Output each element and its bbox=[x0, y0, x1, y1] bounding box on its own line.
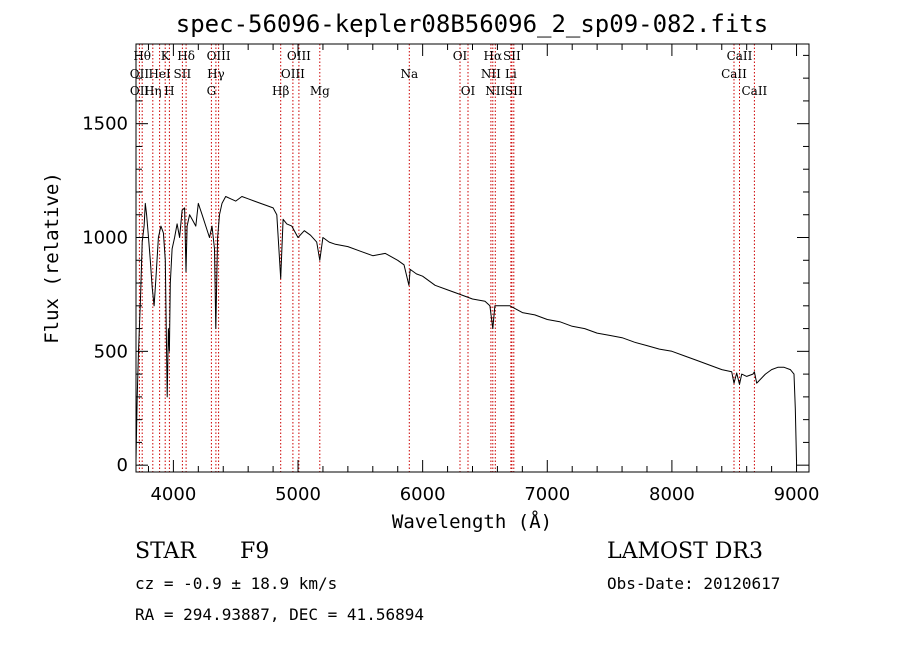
flux-series bbox=[135, 196, 797, 461]
line-label-6: Hα bbox=[484, 49, 503, 63]
y-tick-label-2: 1000 bbox=[82, 228, 128, 249]
x-tick-label-2: 6000 bbox=[400, 484, 446, 505]
line-label-11: SII bbox=[174, 67, 192, 81]
x-tick-label-0: 4000 bbox=[150, 484, 196, 505]
x-tick-label-1: 5000 bbox=[275, 484, 321, 505]
line-label-23: Mg bbox=[310, 84, 330, 98]
line-label-15: NII bbox=[481, 67, 501, 81]
line-label-3: OIII bbox=[207, 49, 231, 63]
line-label-22: Hβ bbox=[272, 84, 289, 98]
line-label-2: Hδ bbox=[177, 49, 195, 63]
y-axis-label: Flux (relative) bbox=[41, 172, 63, 344]
object-class: STAR bbox=[135, 539, 197, 564]
line-label-24: OI bbox=[461, 84, 476, 98]
spectral-subclass: F9 bbox=[240, 539, 269, 564]
series-flux bbox=[135, 196, 797, 461]
line-label-8: CaII bbox=[727, 49, 753, 63]
y-tick-label-3: 1500 bbox=[82, 114, 128, 135]
survey-name: LAMOST DR3 bbox=[607, 539, 763, 564]
coordinates-text: RA = 294.93887, DEC = 41.56894 bbox=[135, 605, 424, 624]
x-tick-label-4: 8000 bbox=[649, 484, 695, 505]
obs-date: Obs-Date: 20120617 bbox=[607, 574, 780, 593]
line-label-12: Hγ bbox=[207, 67, 225, 81]
plot-frame bbox=[135, 43, 810, 473]
line-label-18: OII bbox=[130, 84, 150, 98]
x-tick-label-5: 9000 bbox=[774, 484, 820, 505]
line-label-5: OI bbox=[453, 49, 468, 63]
line-label-26: SII bbox=[505, 84, 523, 98]
x-tick-label-3: 7000 bbox=[524, 484, 570, 505]
spectral-line-markers bbox=[138, 44, 755, 472]
y-tick-label-0: 0 bbox=[117, 455, 128, 476]
line-label-1: K bbox=[161, 49, 171, 63]
y-tick-label-1: 500 bbox=[94, 341, 128, 362]
line-label-27: CaII bbox=[741, 84, 767, 98]
line-label-19: Hη bbox=[144, 84, 162, 98]
line-label-25: NII bbox=[485, 84, 505, 98]
line-label-17: CaII bbox=[721, 67, 747, 81]
line-label-0: Hθ bbox=[133, 49, 151, 63]
line-label-9: OII bbox=[130, 67, 150, 81]
line-label-20: H bbox=[164, 84, 174, 98]
axis-ticks: 4000 5000 6000 7000 8000 9000 0 500 1000 1500 bbox=[82, 44, 819, 505]
line-label-10: HeI bbox=[148, 67, 171, 81]
x-axis-label: Wavelength (Å) bbox=[392, 510, 552, 533]
line-label-13: OIII bbox=[281, 67, 305, 81]
line-label-21: G bbox=[207, 84, 217, 98]
chart-title: spec-56096-kepler08B56096_2_sp09-082.fit… bbox=[176, 10, 768, 38]
redshift-text: cz = -0.9 ± 18.9 km/s bbox=[135, 574, 337, 593]
line-label-14: Na bbox=[400, 67, 418, 81]
line-label-4: OIII bbox=[287, 49, 311, 63]
line-label-16: Li bbox=[505, 67, 517, 81]
line-label-7: SII bbox=[503, 49, 521, 63]
